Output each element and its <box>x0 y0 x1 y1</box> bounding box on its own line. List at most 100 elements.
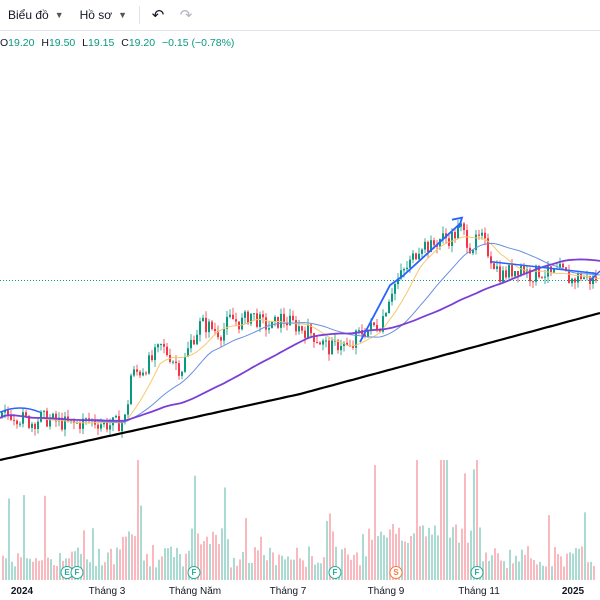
volume-bar <box>257 550 259 580</box>
volume-bar <box>584 512 586 580</box>
earnings-event-icon[interactable]: F <box>328 566 342 579</box>
candle-body <box>418 253 420 260</box>
chart-menu-button[interactable]: Biểu đồ ▼ <box>0 0 72 30</box>
volume-bar <box>593 565 595 580</box>
volume-bar <box>188 550 190 580</box>
volume-bar <box>344 547 346 580</box>
volume-bar <box>386 537 388 580</box>
candle-body <box>187 348 189 357</box>
candle-body <box>79 422 81 429</box>
volume-bar <box>245 518 247 580</box>
volume-bar <box>149 566 151 580</box>
volume-bar <box>209 543 211 580</box>
candle-body <box>580 273 582 279</box>
earnings-event-icon[interactable]: F <box>187 566 201 579</box>
candle-body <box>232 314 234 320</box>
x-axis-label: 2025 <box>561 586 585 597</box>
candle-body <box>502 270 504 282</box>
volume-bar <box>239 559 241 580</box>
candle-body <box>223 328 225 341</box>
candle-body <box>175 361 177 364</box>
candle-body <box>226 316 228 329</box>
volume-bar <box>356 552 358 580</box>
candle-body <box>301 326 303 331</box>
volume-bar <box>224 487 226 580</box>
split-event-icon[interactable]: S <box>389 566 403 579</box>
volume-bar <box>323 557 325 580</box>
volume-bar <box>155 567 157 580</box>
earnings-event-icon[interactable]: F <box>470 566 484 579</box>
volume-bar <box>128 531 130 580</box>
candle-body <box>85 418 87 420</box>
ma-fast-line <box>0 236 600 424</box>
candle-body <box>499 266 501 282</box>
trend-line <box>359 223 461 343</box>
volume-bar <box>458 542 460 580</box>
candle-body <box>280 313 282 328</box>
low-value: 19.15 <box>88 37 115 49</box>
volume-bar <box>38 560 40 580</box>
candle-body <box>295 320 297 332</box>
undo-icon[interactable]: ↶ <box>151 7 165 24</box>
volume-bar <box>119 549 121 580</box>
volume-bar <box>152 544 154 580</box>
volume-bar <box>143 560 145 580</box>
candle-body <box>97 424 99 429</box>
profile-menu-button[interactable]: Hồ sơ ▼ <box>72 0 135 30</box>
candle-body <box>559 263 561 269</box>
candle-body <box>244 311 246 318</box>
volume-bar <box>302 560 304 580</box>
ma-short-line <box>0 242 600 423</box>
volume-bar <box>515 555 517 580</box>
candle-body <box>274 316 276 322</box>
volume-bar <box>311 556 313 580</box>
volume-bar <box>101 565 103 580</box>
candle-body <box>4 410 6 413</box>
volume-bar <box>422 525 424 580</box>
candle-body <box>304 330 306 338</box>
low-label: L <box>82 37 89 49</box>
candle-body <box>415 253 417 260</box>
volume-bar <box>410 535 412 580</box>
candle-body <box>196 334 198 345</box>
volume-bar <box>464 473 466 580</box>
candle-body <box>403 269 405 271</box>
close-value: 19.20 <box>128 37 156 49</box>
candle-body <box>61 417 63 430</box>
candle-body <box>283 313 285 323</box>
volume-bar <box>476 460 478 580</box>
price-chart[interactable] <box>0 30 600 582</box>
candle-body <box>391 293 393 302</box>
volume-bar <box>365 556 367 580</box>
volume-bar <box>86 559 88 580</box>
candle-body <box>334 340 336 342</box>
volume-bar <box>497 553 499 580</box>
volume-bar <box>50 559 52 580</box>
candle-body <box>514 271 516 277</box>
volume-bar <box>314 564 316 580</box>
volume-bar <box>266 560 268 580</box>
volume-bar <box>533 560 535 580</box>
volume-bar <box>263 555 265 580</box>
volume-bar <box>293 559 295 580</box>
volume-bar <box>191 528 193 580</box>
candle-body <box>49 418 51 427</box>
candle-body <box>52 413 54 419</box>
volume-bar <box>269 547 271 580</box>
candle-body <box>337 340 339 351</box>
candle-body <box>265 317 267 330</box>
candle-body <box>547 266 549 277</box>
earnings-event-icon[interactable]: F <box>70 566 84 579</box>
volume-bar <box>473 469 475 580</box>
redo-icon[interactable]: ↷ <box>179 7 193 24</box>
candle-body <box>178 363 180 376</box>
volume-bar <box>521 549 523 580</box>
volume-bar <box>113 564 115 580</box>
candle-body <box>535 265 537 282</box>
candle-body <box>505 270 507 278</box>
volume-bar <box>455 524 457 580</box>
candle-body <box>325 340 327 342</box>
volume-bar <box>332 531 334 580</box>
volume-bar <box>32 561 34 580</box>
candle-body <box>442 233 444 240</box>
